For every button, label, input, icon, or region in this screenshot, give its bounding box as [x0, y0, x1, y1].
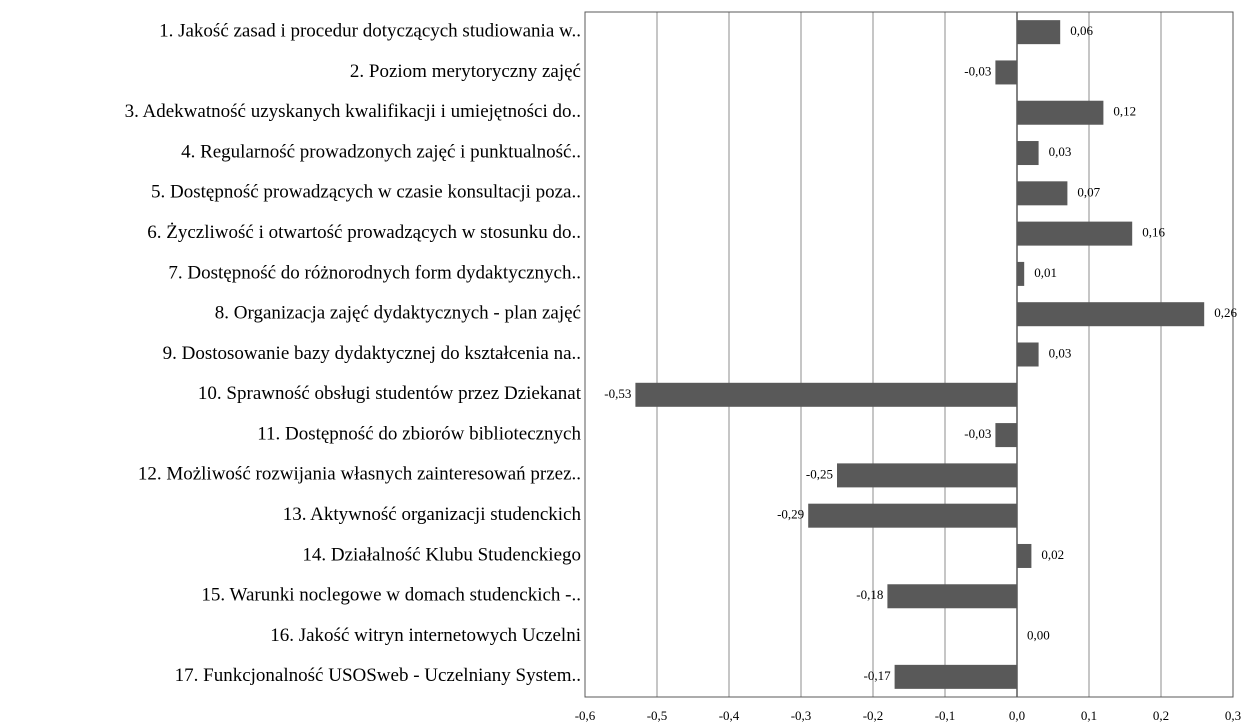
bar: [1017, 141, 1039, 166]
bar: [995, 60, 1017, 85]
bar: [995, 423, 1017, 448]
value-label: -0,25: [806, 466, 833, 481]
y-tick-label: 16. Jakość witryn internetowych Uczelni: [270, 625, 581, 646]
bar: [1017, 221, 1133, 246]
bar: [1017, 20, 1061, 45]
y-tick-label: 3. Adekwatność uzyskanych kwalifikacji i…: [125, 101, 581, 122]
y-tick-label: 10. Sprawność obsługi studentów przez Dz…: [198, 383, 582, 404]
bar: [837, 463, 1017, 488]
bar: [1017, 100, 1104, 125]
bar: [894, 664, 1017, 689]
value-label: 0,03: [1049, 345, 1072, 360]
value-label: 0,03: [1049, 144, 1072, 159]
y-tick-label: 9. Dostosowanie bazy dydaktycznej do ksz…: [163, 343, 581, 364]
y-tick-label: 2. Poziom merytoryczny zajęć: [350, 61, 581, 82]
value-label: -0,18: [856, 587, 883, 602]
value-label: -0,17: [864, 668, 892, 683]
value-label: -0,03: [964, 426, 991, 441]
y-tick-label: 14. Działalność Klubu Studenckiego: [302, 544, 581, 565]
y-tick-label: 15. Warunki noclegowe w domach studencki…: [201, 585, 581, 606]
value-label: 0,06: [1070, 23, 1093, 38]
x-tick-label: 0,0: [1009, 708, 1025, 723]
y-tick-label: 17. Funkcjonalność USOSweb - Uczelniany …: [175, 665, 581, 686]
bar: [1017, 342, 1039, 367]
bar: [635, 382, 1017, 407]
bar: [1017, 302, 1205, 327]
y-tick-label: 8. Organizacja zajęć dydaktycznych - pla…: [215, 303, 581, 324]
value-label: -0,03: [964, 63, 991, 78]
y-tick-label: 5. Dostępność prowadzących w czasie kons…: [151, 182, 581, 203]
value-label: 0,02: [1041, 547, 1064, 562]
x-tick-label: -0,6: [575, 708, 596, 723]
x-tick-label: 0,1: [1081, 708, 1097, 723]
bar: [1017, 543, 1032, 568]
plot-border: [584, 11, 1234, 698]
y-tick-label: 13. Aktywność organizacji studenckich: [283, 504, 582, 525]
value-label: -0,53: [604, 386, 631, 401]
x-tick-label: -0,1: [935, 708, 956, 723]
value-label: -0,29: [777, 507, 804, 522]
value-label: 0,00: [1027, 628, 1050, 643]
bar: [808, 503, 1017, 528]
x-tick-label: -0,4: [719, 708, 740, 723]
value-label: 0,26: [1214, 305, 1237, 320]
y-tick-label: 6. Życzliwość i otwartość prowadzących w…: [147, 222, 581, 243]
x-tick-label: -0,5: [647, 708, 668, 723]
x-tick-label: -0,2: [863, 708, 884, 723]
y-tick-label: 12. Możliwość rozwijania własnych zainte…: [138, 464, 581, 485]
y-tick-label: 4. Regularność prowadzonych zajęć i punk…: [181, 141, 581, 162]
bar: [1017, 261, 1025, 286]
y-tick-label: 1. Jakość zasad i procedur dotyczących s…: [159, 21, 581, 42]
x-tick-label: -0,3: [791, 708, 812, 723]
x-tick-label: 0,3: [1225, 708, 1241, 723]
value-label: 0,16: [1142, 225, 1165, 240]
value-label: 0,12: [1113, 104, 1136, 119]
x-tick-label: 0,2: [1153, 708, 1169, 723]
y-tick-label: 11. Dostępność do zbiorów bibliotecznych: [257, 423, 581, 444]
bar: [1017, 181, 1068, 206]
y-tick-label: 7. Dostępność do różnorodnych form dydak…: [168, 262, 581, 283]
bar: [887, 584, 1017, 609]
value-label: 0,07: [1077, 184, 1100, 199]
value-label: 0,01: [1034, 265, 1057, 280]
